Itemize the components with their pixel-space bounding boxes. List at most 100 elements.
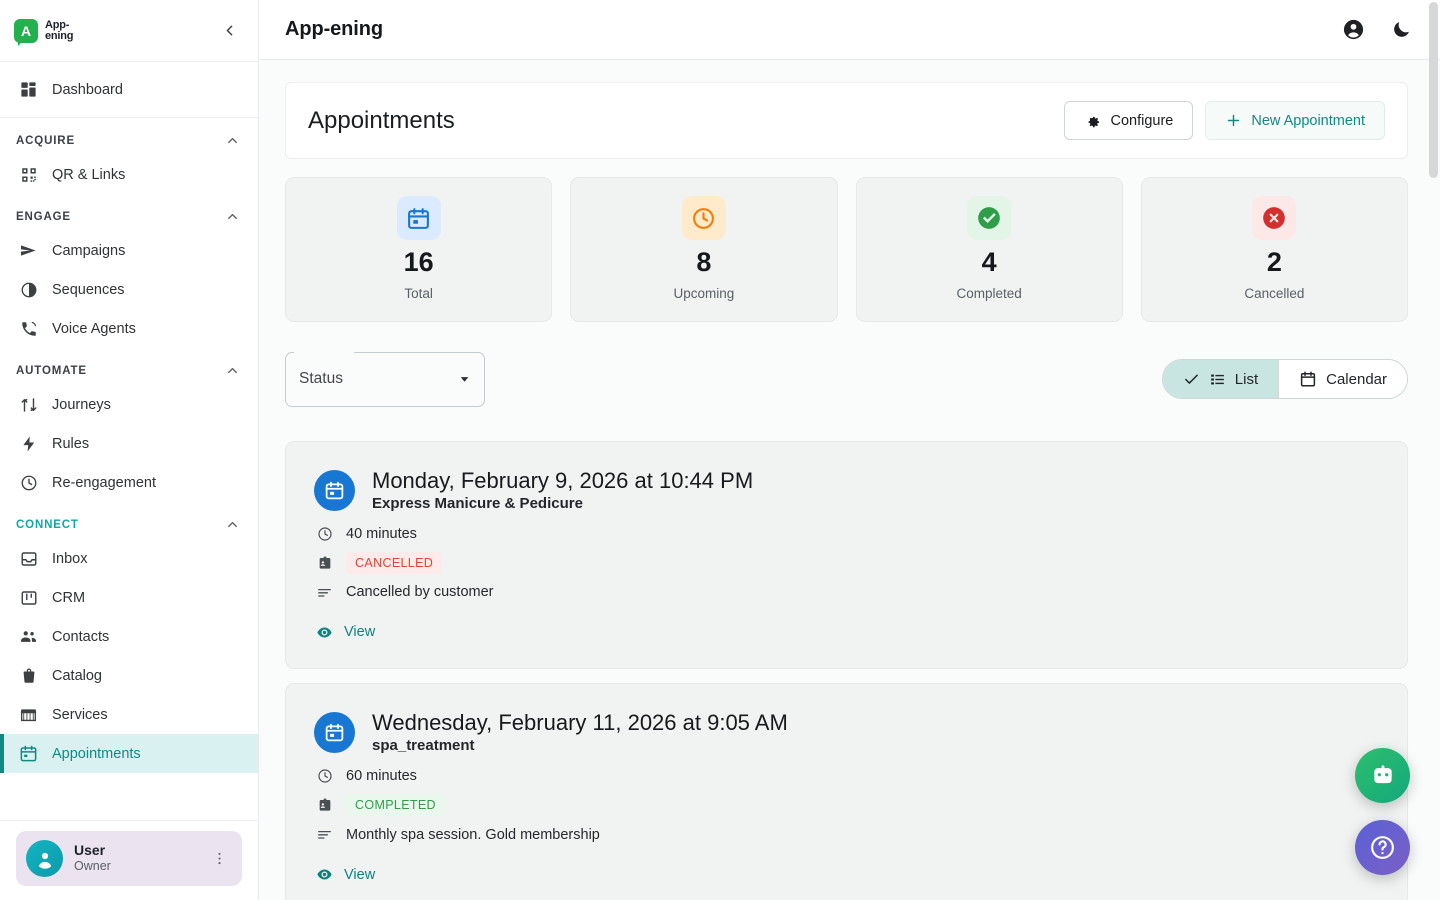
phone-ring-icon bbox=[18, 318, 39, 339]
sidebar-item-inbox[interactable]: Inbox bbox=[0, 539, 258, 578]
sidebar-item-rules[interactable]: Rules bbox=[0, 424, 258, 463]
new-appointment-button[interactable]: New Appointment bbox=[1205, 101, 1385, 140]
view-appointment-link[interactable]: View bbox=[316, 624, 375, 641]
dark-mode-moon-icon[interactable] bbox=[1391, 19, 1412, 40]
stat-card-cancelled[interactable]: 2 Cancelled bbox=[1140, 177, 1408, 322]
section-title: CONNECT bbox=[16, 518, 79, 531]
list-icon bbox=[1209, 371, 1226, 388]
view-toggle-group: List Calendar bbox=[1161, 359, 1408, 400]
view-toggle-list[interactable]: List bbox=[1162, 360, 1279, 399]
cancel-circle-icon bbox=[1252, 196, 1297, 240]
appointment-note-row: Cancelled by customer bbox=[316, 584, 1379, 601]
sidebar: A App- ening Dashboard bbox=[0, 0, 259, 900]
sidebar-item-dashboard[interactable]: Dashboard bbox=[0, 70, 258, 109]
main-area: App-ening Appointments Confi bbox=[259, 0, 1440, 900]
appointment-header: Wednesday, February 11, 2026 at 9:05 AM … bbox=[314, 710, 1379, 754]
appointment-titles: Monday, February 9, 2026 at 10:44 PM Exp… bbox=[372, 468, 753, 512]
clock-icon bbox=[18, 472, 39, 493]
check-circle-icon bbox=[967, 196, 1012, 240]
check-icon bbox=[1183, 371, 1200, 388]
ai-assistant-fab[interactable] bbox=[1355, 748, 1410, 803]
sidebar-section-automate[interactable]: AUTOMATE bbox=[0, 348, 258, 385]
sidebar-section-acquire[interactable]: ACQUIRE bbox=[0, 118, 258, 155]
chevron-up-icon[interactable] bbox=[225, 209, 240, 224]
user-role: Owner bbox=[74, 859, 111, 874]
appointment-duration: 60 minutes bbox=[346, 768, 417, 785]
sidebar-item-journeys[interactable]: Journeys bbox=[0, 385, 258, 424]
new-appointment-label: New Appointment bbox=[1251, 112, 1365, 129]
view-toggle-calendar[interactable]: Calendar bbox=[1278, 360, 1407, 399]
sidebar-item-re-engagement[interactable]: Re-engagement bbox=[0, 463, 258, 502]
journeys-icon bbox=[18, 394, 39, 415]
stat-value: 8 bbox=[696, 247, 712, 277]
avatar bbox=[26, 840, 63, 877]
sidebar-item-label: Voice Agents bbox=[52, 320, 136, 337]
view-appointment-link[interactable]: View bbox=[316, 866, 375, 883]
page-content: Appointments Configure New Appointment bbox=[259, 60, 1440, 900]
qr-code-icon bbox=[18, 164, 39, 185]
user-meta: User Owner bbox=[74, 842, 196, 875]
sidebar-item-contacts[interactable]: Contacts bbox=[0, 617, 258, 656]
appointment-date: Monday, February 9, 2026 at 10:44 PM bbox=[372, 467, 754, 493]
appointment-duration-row: 40 minutes bbox=[316, 526, 1379, 542]
chevron-up-icon[interactable] bbox=[225, 517, 240, 532]
notes-icon bbox=[316, 826, 333, 843]
help-fab[interactable] bbox=[1355, 820, 1410, 875]
app-logo[interactable]: A App- ening bbox=[14, 18, 74, 46]
status-filter-select[interactable]: Status bbox=[285, 350, 485, 407]
caret-down-icon[interactable] bbox=[458, 373, 471, 386]
scrollbar-thumb[interactable] bbox=[1429, 2, 1438, 178]
sidebar-item-appointments[interactable]: Appointments bbox=[0, 734, 258, 773]
logo-line-1: App- bbox=[45, 19, 70, 31]
chevron-up-icon[interactable] bbox=[225, 363, 240, 378]
stats-row: 16 Total 8 Upcoming 4 Completed bbox=[285, 177, 1408, 322]
appointments-list: Monday, February 9, 2026 at 10:44 PM Exp… bbox=[285, 440, 1408, 900]
sidebar-item-voice-agents[interactable]: Voice Agents bbox=[0, 309, 258, 348]
eye-icon bbox=[316, 624, 333, 641]
sidebar-item-sequences[interactable]: Sequences bbox=[0, 270, 258, 309]
sidebar-item-label: Journeys bbox=[52, 396, 111, 413]
stat-card-completed[interactable]: 4 Completed bbox=[855, 177, 1123, 322]
chevron-left-icon[interactable] bbox=[216, 18, 242, 44]
user-card[interactable]: User Owner bbox=[16, 831, 242, 886]
select-border bbox=[285, 351, 485, 407]
appointment-note-row: Monthly spa session. Gold membership bbox=[316, 826, 1379, 843]
stat-card-upcoming[interactable]: 8 Upcoming bbox=[570, 177, 838, 322]
sidebar-section-connect[interactable]: CONNECT bbox=[0, 502, 258, 539]
vertical-scrollbar[interactable] bbox=[1427, 0, 1440, 900]
stat-label: Total bbox=[404, 285, 433, 301]
badge-icon bbox=[316, 797, 333, 813]
configure-label: Configure bbox=[1110, 112, 1174, 129]
status-badge: CANCELLED bbox=[346, 551, 443, 574]
section-title: ACQUIRE bbox=[16, 134, 75, 147]
people-icon bbox=[18, 626, 39, 647]
configure-button[interactable]: Configure bbox=[1064, 101, 1194, 140]
sidebar-item-crm[interactable]: CRM bbox=[0, 578, 258, 617]
stat-card-total[interactable]: 16 Total bbox=[285, 177, 553, 322]
half-circle-icon bbox=[18, 279, 39, 300]
send-icon bbox=[18, 240, 39, 261]
top-bar-actions bbox=[1342, 18, 1412, 41]
sidebar-section-engage[interactable]: ENGAGE bbox=[0, 194, 258, 231]
account-circle-icon[interactable] bbox=[1342, 18, 1365, 41]
sidebar-nav: Dashboard ACQUIRE QR & Links ENGAGE bbox=[0, 62, 258, 820]
bolt-icon bbox=[18, 433, 39, 454]
gear-icon bbox=[1084, 112, 1101, 129]
sidebar-item-catalog[interactable]: Catalog bbox=[0, 656, 258, 695]
view-label: View bbox=[344, 866, 376, 883]
appointment-card[interactable]: Monday, February 9, 2026 at 10:44 PM Exp… bbox=[285, 440, 1408, 669]
kebab-menu-icon[interactable] bbox=[207, 848, 232, 869]
calendar-icon bbox=[314, 711, 355, 753]
appointment-card[interactable]: Wednesday, February 11, 2026 at 9:05 AM … bbox=[285, 682, 1408, 900]
sidebar-item-qr-links[interactable]: QR & Links bbox=[0, 155, 258, 194]
clock-icon bbox=[316, 526, 333, 542]
sidebar-item-campaigns[interactable]: Campaigns bbox=[0, 231, 258, 270]
chevron-up-icon[interactable] bbox=[225, 133, 240, 148]
stat-value: 4 bbox=[981, 247, 997, 277]
kanban-icon bbox=[18, 587, 39, 608]
select-notch bbox=[294, 350, 354, 353]
plus-icon bbox=[1225, 112, 1242, 129]
sidebar-item-services[interactable]: Services bbox=[0, 695, 258, 734]
help-circle-icon bbox=[1369, 834, 1396, 861]
